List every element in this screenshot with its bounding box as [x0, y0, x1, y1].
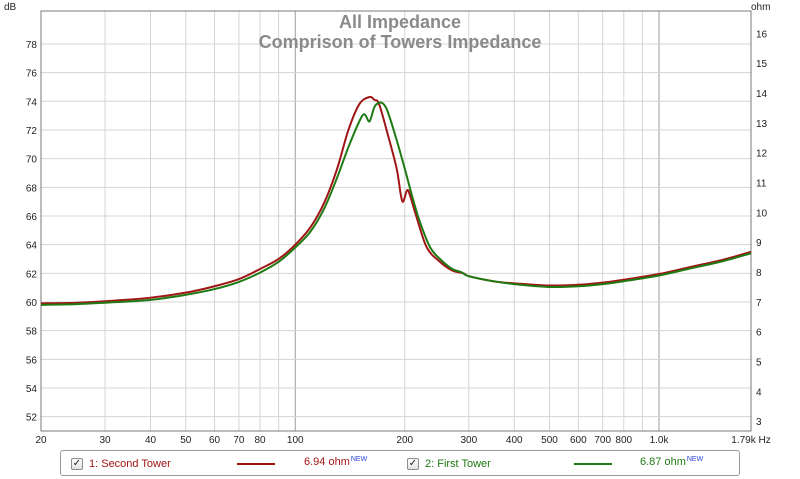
y-left-tick-label: 58 [26, 327, 38, 338]
y-right-tick-label: 14 [756, 89, 768, 100]
y-right-tick-label: 3 [756, 417, 762, 428]
y-left-tick-label: 62 [26, 269, 38, 280]
y-right-tick-label: 4 [756, 387, 762, 398]
y-left-unit-label: dB [4, 2, 17, 13]
legend: ✓ 1: Second Tower 6.94 ohmNEW ✓ 2: First… [60, 450, 740, 476]
checkbox-series-2[interactable]: ✓ [407, 458, 419, 470]
y-right-tick-label: 6 [756, 328, 762, 339]
y-left-tick-label: 54 [26, 384, 38, 395]
y-left-tick-label: 64 [26, 241, 38, 252]
legend-value-series-1: 6.94 ohmNEW [304, 456, 367, 468]
series-line-1 [40, 95, 752, 305]
y-right-tick-label: 7 [756, 298, 762, 309]
y-right-unit-label: ohm [751, 2, 770, 13]
x-tick-label: 80 [254, 435, 266, 446]
x-tick-label: 70 [233, 435, 245, 446]
y-right-tick-label: 16 [756, 29, 768, 40]
legend-item-series-2[interactable]: ✓ 2: First Tower [407, 455, 491, 473]
x-tick-label: 100 [287, 435, 304, 446]
x-tick-label: 20 [35, 435, 47, 446]
x-tick-label: 50 [180, 435, 192, 446]
y-right-tick-label: 8 [756, 268, 762, 279]
x-tick-label: 200 [396, 435, 413, 446]
legend-label-series-1: 1: Second Tower [89, 458, 171, 470]
x-tick-label: 1.0k [650, 435, 670, 446]
x-tick-label: 1.79k Hz [731, 435, 770, 446]
x-tick-label: 30 [99, 435, 111, 446]
axis-ticks: 20 30 40 50 60 70 80 100 200 300 400 500 600 700 800 1.… [26, 29, 771, 446]
legend-label-series-2: 2: First Tower [425, 458, 491, 470]
legend-value-text-series-1: 6.94 ohm [304, 456, 350, 468]
x-tick-label: 60 [209, 435, 221, 446]
y-left-tick-label: 68 [26, 183, 38, 194]
x-tick-label: 500 [541, 435, 558, 446]
y-left-tick-label: 78 [26, 40, 38, 51]
y-left-tick-label: 60 [26, 298, 38, 309]
x-tick-label: 700 [594, 435, 611, 446]
new-badge-series-2: NEW [686, 456, 704, 463]
y-right-tick-label: 9 [756, 238, 762, 249]
y-left-tick-label: 52 [26, 413, 38, 424]
y-right-tick-label: 10 [756, 208, 768, 219]
y-right-tick-label: 11 [756, 179, 767, 190]
y-left-tick-label: 72 [26, 126, 38, 137]
y-right-tick-label: 15 [756, 59, 768, 70]
plot-frame [40, 10, 752, 432]
x-tick-label: 40 [145, 435, 157, 446]
y-left-tick-label: 74 [26, 97, 38, 108]
series-line-2 [40, 101, 752, 306]
x-tick-label: 600 [570, 435, 587, 446]
x-tick-label: 400 [506, 435, 523, 446]
y-left-tick-label: 76 [26, 69, 38, 80]
new-badge-series-1: NEW [350, 456, 368, 463]
grid-lines [41, 11, 751, 431]
x-tick-label: 800 [615, 435, 632, 446]
legend-value-series-2: 6.87 ohmNEW [640, 456, 703, 468]
legend-swatch-series-1 [237, 463, 275, 465]
y-left-tick-label: 66 [26, 212, 38, 223]
chart-title: All Impedance [339, 12, 461, 32]
checkbox-series-1[interactable]: ✓ [71, 458, 83, 470]
legend-item-series-1[interactable]: ✓ 1: Second Tower [71, 455, 171, 473]
impedance-chart: 20 30 40 50 60 70 80 100 200 300 400 500 600 700 800 1.… [4, 2, 771, 446]
y-left-tick-label: 56 [26, 355, 38, 366]
x-tick-label: 300 [460, 435, 477, 446]
y-right-tick-label: 5 [756, 357, 762, 368]
chart-subtitle: Comprison of Towers Impedance [259, 32, 542, 52]
series-lines [40, 95, 752, 306]
legend-value-text-series-2: 6.87 ohm [640, 456, 686, 468]
y-right-tick-label: 13 [756, 119, 768, 130]
legend-swatch-series-2 [574, 463, 612, 465]
y-left-tick-label: 70 [26, 155, 38, 166]
y-right-tick-label: 12 [756, 149, 768, 160]
